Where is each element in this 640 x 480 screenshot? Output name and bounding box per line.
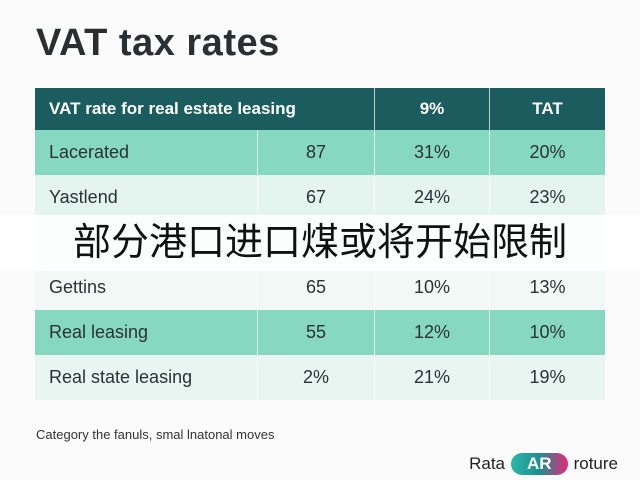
table-cell: 10% xyxy=(375,265,490,310)
table-cell: Yastlend xyxy=(35,175,258,220)
table-row: Lacerated 87 31% 20% xyxy=(35,130,605,175)
table-cell: 67 xyxy=(258,175,375,220)
table-cell: 19% xyxy=(529,367,566,387)
table-cell: 65 xyxy=(258,265,375,310)
caption-banner xyxy=(0,215,640,271)
table-cell: Real state leasing xyxy=(35,355,258,400)
table-row: Real state leasing 2% 21% 19% xyxy=(35,355,605,400)
table-cell: 31% xyxy=(375,130,490,175)
table-cell: 12% xyxy=(375,310,490,355)
table-cell: 21% xyxy=(375,355,490,400)
table-cell: 2% xyxy=(258,355,375,400)
brand-badge: AR xyxy=(511,453,568,475)
table-cell: 13% xyxy=(529,277,566,297)
header-cell: 9% xyxy=(375,88,490,130)
brand: Rata AR roture xyxy=(469,453,618,475)
table-cell: 23% xyxy=(529,187,566,207)
brand-right: roture xyxy=(573,454,618,473)
table-cell: Gettins xyxy=(35,265,258,310)
table-cell: Lacerated xyxy=(35,130,258,175)
footnote: Category the fanuls, smal lnatonal moves xyxy=(36,427,275,442)
header-cell: VAT rate for real estate leasing xyxy=(35,88,375,130)
table-cell: 10% xyxy=(529,322,566,342)
table-row: Yastlend 67 24% 23% xyxy=(35,175,605,220)
overlay-caption: 部分港口进口煤或将开始限制 xyxy=(72,222,567,264)
brand-left: Rata xyxy=(469,454,506,473)
table-row: Real leasing 55 12% 10% xyxy=(35,310,605,355)
table-cell: Real leasing xyxy=(35,310,258,355)
table-cell: 24% xyxy=(375,175,490,220)
table-row: Gettins 65 10% 13% xyxy=(35,265,605,310)
table-cell: 20% xyxy=(529,142,566,162)
table-cell: 87 xyxy=(258,130,375,175)
header-row: VAT rate for real estate leasing 9% TAT xyxy=(35,88,605,130)
title: VAT tax rates xyxy=(36,22,280,64)
table-cell: 55 xyxy=(258,310,375,355)
header-cell: TAT xyxy=(532,99,563,118)
